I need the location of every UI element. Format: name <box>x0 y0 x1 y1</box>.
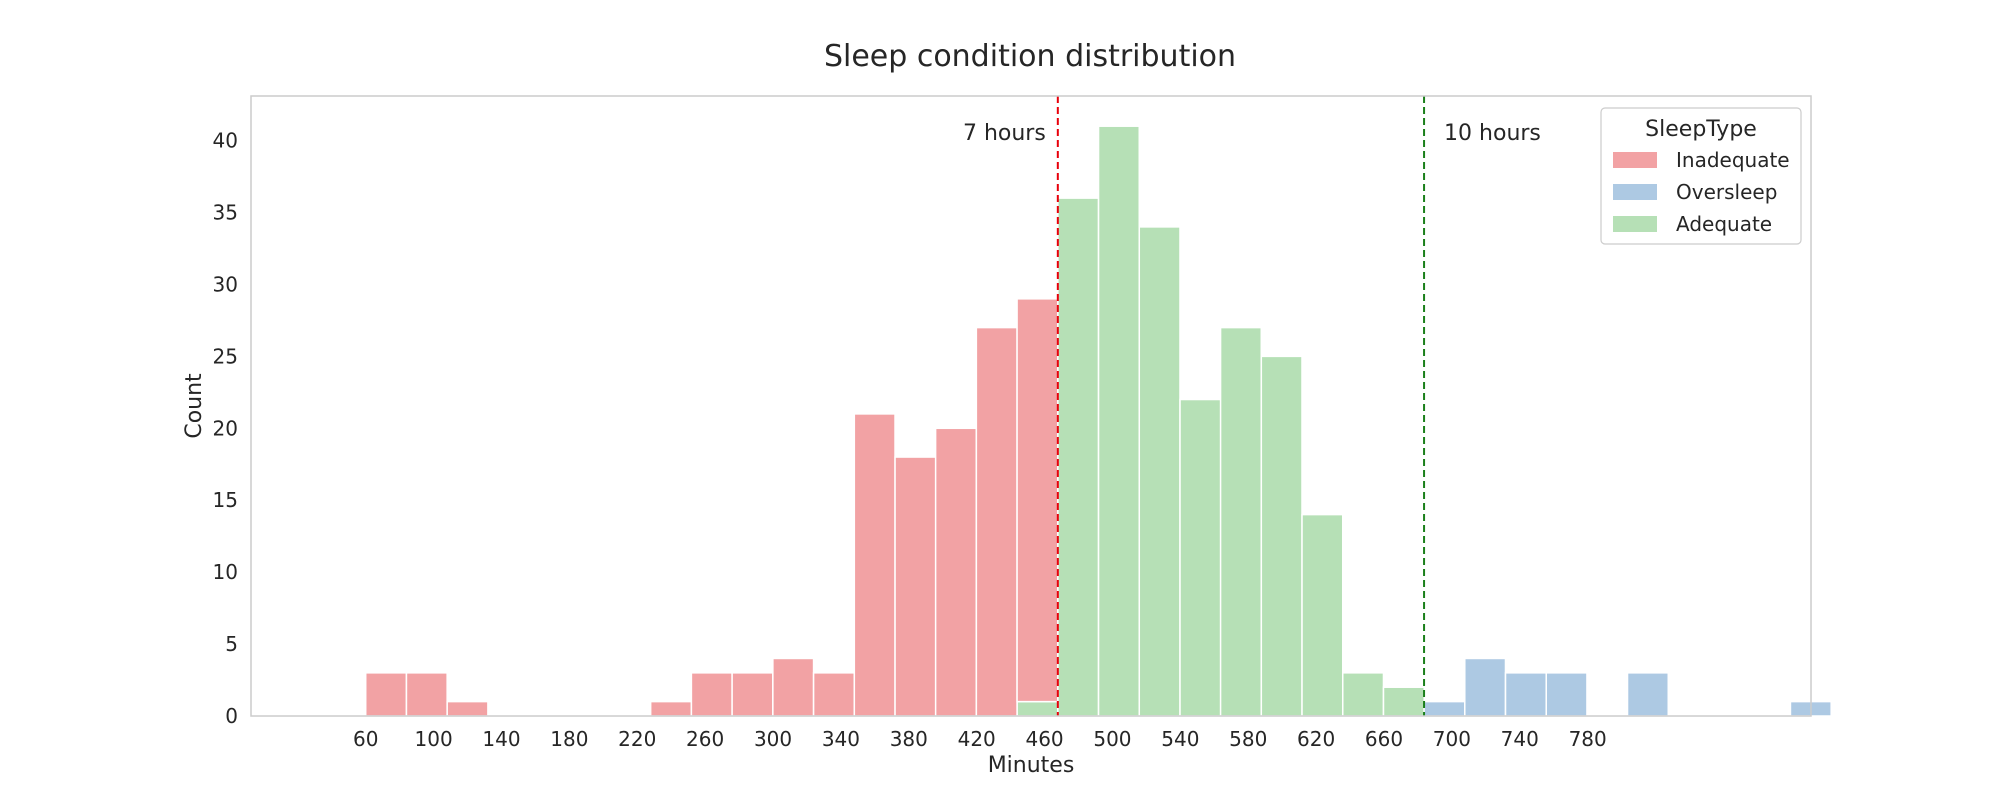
x-tick-label: 700 <box>1433 727 1471 751</box>
x-tick-label: 380 <box>890 727 928 751</box>
x-tick-label: 740 <box>1501 727 1539 751</box>
y-tick-label: 5 <box>225 632 238 656</box>
legend-label-inadequate: Inadequate <box>1676 148 1790 172</box>
legend-title: SleepType <box>1645 117 1757 142</box>
bar-adequate-1 <box>1057 197 1100 717</box>
y-tick-label: 40 <box>213 129 238 153</box>
bar-oversleep-3 <box>1545 672 1588 717</box>
bar-inadequate-3 <box>649 700 693 717</box>
y-tick-label: 25 <box>213 344 238 368</box>
bar-adequate-5 <box>1219 326 1263 717</box>
chart-title: Sleep condition distribution <box>824 39 1236 74</box>
legend-label-oversleep: Oversleep <box>1676 180 1777 204</box>
y-tick-label: 35 <box>213 201 238 225</box>
x-tick-label: 140 <box>482 727 520 751</box>
x-tick-label: 300 <box>754 727 792 751</box>
bar-inadequate-5 <box>731 672 774 717</box>
bar-adequate-0 <box>1016 700 1059 717</box>
bar-inadequate-8 <box>853 413 896 717</box>
x-tick-label: 780 <box>1569 727 1607 751</box>
reference-line-label-0: 7 hours <box>963 121 1046 146</box>
x-tick-label: 100 <box>415 727 453 751</box>
x-tick-label: 660 <box>1365 727 1403 751</box>
bar-inadequate-7 <box>812 672 856 717</box>
bar-adequate-3 <box>1138 226 1181 717</box>
y-tick-label: 0 <box>225 704 238 728</box>
bar-oversleep-1 <box>1464 657 1507 717</box>
legend-label-adequate: Adequate <box>1676 212 1772 236</box>
x-axis-label: Minutes <box>988 753 1075 778</box>
legend: SleepType Inadequate Oversleep Adequate <box>1600 107 1802 245</box>
y-tick-label: 15 <box>213 488 238 512</box>
y-tick-label: 30 <box>213 272 238 296</box>
bar-inadequate-12 <box>1016 298 1059 703</box>
y-ticks-layer: 0 5 10 15 20 25 30 35 40 <box>213 129 238 728</box>
x-tick-label: 580 <box>1229 727 1267 751</box>
bar-inadequate-11 <box>975 326 1018 717</box>
y-axis-label: Count <box>182 373 207 439</box>
bar-adequate-6 <box>1260 355 1303 717</box>
bar-adequate-7 <box>1301 513 1344 717</box>
y-tick-label: 20 <box>213 416 238 440</box>
bar-inadequate-6 <box>772 657 815 717</box>
x-tick-label: 60 <box>353 727 378 751</box>
bar-inadequate-4 <box>690 672 733 717</box>
reference-lines-layer: 7 hours 10 hours <box>963 96 1541 716</box>
bar-inadequate-1 <box>405 672 448 717</box>
x-tick-label: 500 <box>1093 727 1131 751</box>
legend-swatch-adequate <box>1613 216 1657 232</box>
y-tick-label: 10 <box>213 560 238 584</box>
bar-oversleep-4 <box>1626 672 1669 717</box>
plot-frame <box>250 95 1812 717</box>
bar-oversleep-2 <box>1504 672 1547 717</box>
x-tick-label: 180 <box>550 727 588 751</box>
x-tick-label: 220 <box>618 727 656 751</box>
x-tick-label: 540 <box>1161 727 1199 751</box>
bar-adequate-8 <box>1342 672 1385 717</box>
bar-inadequate-2 <box>446 700 489 717</box>
bar-adequate-9 <box>1382 686 1425 717</box>
x-tick-label: 260 <box>686 727 724 751</box>
bar-adequate-4 <box>1179 398 1222 717</box>
x-tick-label: 460 <box>1025 727 1063 751</box>
bars-layer <box>364 125 1832 717</box>
bar-adequate-2 <box>1097 125 1140 717</box>
legend-box <box>1600 107 1802 245</box>
bar-inadequate-10 <box>934 427 978 717</box>
bar-inadequate-0 <box>364 672 408 717</box>
x-tick-label: 340 <box>822 727 860 751</box>
reference-line-label-1: 10 hours <box>1444 121 1541 146</box>
bar-inadequate-9 <box>894 456 937 717</box>
bar-oversleep-0 <box>1423 700 1466 717</box>
legend-swatch-inadequate <box>1613 152 1657 168</box>
legend-swatch-oversleep <box>1613 184 1657 200</box>
x-ticks-layer: 60 100 140 180 220 260 300 340 380 420 460 500 540 58… <box>353 727 1607 751</box>
x-tick-label: 420 <box>958 727 996 751</box>
x-tick-label: 620 <box>1297 727 1335 751</box>
